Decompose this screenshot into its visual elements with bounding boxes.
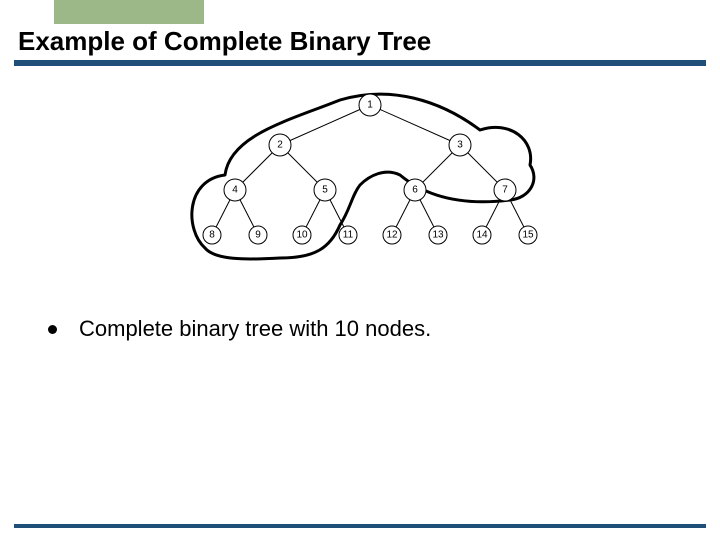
bullet-text: Complete binary tree with 10 nodes. [79,316,431,342]
tree-svg: 123456789101112131415 [170,80,570,280]
tree-node-label: 4 [232,185,238,196]
tree-node-label: 10 [296,230,308,241]
bullet-dot-icon [48,325,57,334]
tree-node-label: 15 [522,230,534,241]
tree-node-label: 13 [432,230,444,241]
title-text: Example of Complete Binary Tree [18,26,431,56]
tree-node-label: 9 [255,230,261,241]
slide: Example of Complete Binary Tree 12345678… [0,0,720,540]
accent-box [54,0,204,24]
bottom-rule [14,524,706,528]
tree-node-label: 5 [322,185,328,196]
title-underline [14,60,706,66]
tree-node-label: 7 [502,185,508,196]
tree-node-label: 11 [343,230,354,241]
tree-node-label: 12 [386,230,398,241]
tree-node-label: 14 [476,230,488,241]
page-title: Example of Complete Binary Tree [18,26,431,57]
tree-edge [280,105,370,145]
tree-node-label: 8 [209,230,215,241]
tree-diagram: 123456789101112131415 [170,80,570,280]
tree-node-label: 1 [367,100,373,111]
bullet-row: Complete binary tree with 10 nodes. [48,316,431,342]
tree-node-label: 2 [277,140,283,151]
tree-node-label: 6 [412,185,418,196]
tree-node-label: 3 [457,140,463,151]
